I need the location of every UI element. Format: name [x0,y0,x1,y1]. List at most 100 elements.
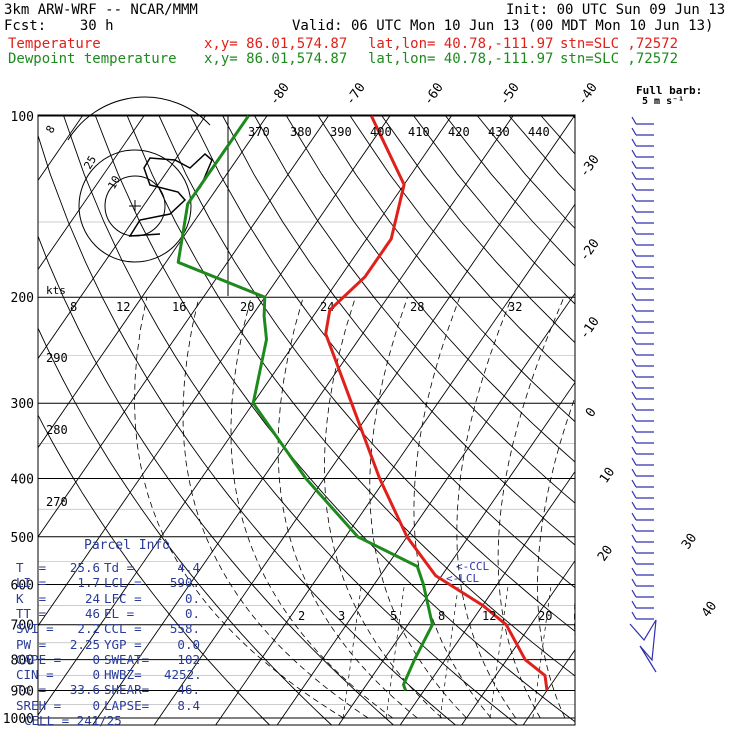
isotherm-label: -10 [577,314,603,342]
mixing-ratio-line [587,584,605,718]
parcel-info-value: 0. [184,605,200,621]
hodograph-kts-label: kts [46,284,66,297]
isotherm-line [38,115,146,271]
forecast-hour: Fcst: 30 h [4,18,114,34]
moist-adiabat-line [230,297,393,719]
wind-barb-flag [631,479,637,488]
pressure-label: 400 [11,472,34,487]
parcel-info-value: 4252. [164,667,202,683]
moist-adiabat-line [537,396,575,719]
isotherm-label: -70 [343,80,369,108]
wind-barb-flag [631,149,637,158]
parcel-info-key: K = [16,590,47,606]
parcel-info-value: 1.7 [77,575,100,591]
wind-barb-flag [631,193,637,202]
temperature-legend: Temperature [8,36,101,52]
parcel-info-row: PW = 2.25 YGP = 0.0 [16,637,236,652]
parcel-info-key: CCL = [104,621,142,637]
parcel-info-key: SHEAR= [104,682,150,698]
parcel-info-key: EL = [104,605,135,621]
mixing-ratio-line [342,584,362,719]
model-title: 3km ARW-WRF -- NCAR/MMM [4,2,198,18]
hodograph-speed-label: 20 [240,300,254,314]
mixing-ratio-line [489,584,509,719]
dry-adiabat-line [286,115,575,463]
parcel-info-key: SWEAT= [104,651,150,667]
wind-barb-flag [631,578,637,587]
dry-adiabat-line [540,115,575,155]
parcel-info-key: Td = [104,560,135,575]
wind-barb-flag [631,303,637,312]
isotherm-line [38,115,453,716]
wind-barb-flag [631,402,637,411]
wind-barb-flag [631,611,637,620]
dry-adiabat-line [38,327,333,725]
pressure-label: 100 [11,110,34,125]
isotherm-line [38,115,207,360]
theta-label: 410 [408,125,430,139]
parcel-info-row: CAPE = 0 SWEAT= 102 [16,652,236,667]
parcel-info-key: LFC = [104,590,142,606]
theta-side-label: 280 [46,423,68,437]
parcel-info-row: SVI = 2.2 CCL = 558. [16,621,236,636]
theta-label: 400 [370,125,392,139]
theta-label: 420 [448,125,470,139]
isotherm-label: 10 [597,465,618,486]
moist-adiabat-line [574,591,575,645]
moist-adiabat-line [456,297,517,719]
parcel-info-value: 24 [84,590,100,606]
parcel-info-title: Parcel Info [84,538,171,553]
wind-barb-flag [631,292,637,301]
parcel-info-row: SREH = 0 LAPSE= 8.4 [16,698,236,713]
hodograph-speed-label: 16 [172,300,186,314]
wind-barb-flag [631,468,637,477]
dry-adiabat-line [349,115,575,383]
dewpoint-latlon: lat,lon= 40.78,-111.97 [368,51,554,67]
wind-barb-flag [631,336,637,345]
wind-barb-flag [631,226,637,235]
isotherm-line [642,88,740,730]
dewpoint-legend: Dewpoint temperature [8,51,177,67]
pressure-label: 700 [11,619,34,634]
isotherm-line [461,559,575,725]
mixing-ratio-label: 5 [390,609,397,623]
wind-barb-flag [631,138,637,147]
mixing-ratio-label: 20 [538,609,552,623]
wind-barb-flag [631,325,637,334]
full-barb-label: Full barb: [636,84,702,97]
parcel-info-value: 33.6 [69,682,100,698]
isotherm-line [215,203,575,725]
dry-adiabat-line [572,115,575,119]
wind-barb-flag [631,380,637,389]
dry-adiabat-line [413,115,575,305]
dry-adiabat-line [637,116,740,731]
moist-adiabat-line [369,297,467,719]
dewpoint-station: stn=SLC ,72572 [560,51,679,67]
wind-barb-flag [631,237,637,246]
parcel-info-key: PW = [16,636,47,652]
dry-adiabat-line [63,115,519,725]
valid-time: Valid: 06 UTC Mon 10 Jun 13 (00 MDT Mon … [292,18,714,34]
moist-adiabat-line [277,297,418,719]
wind-barb-flag [631,589,637,598]
parcel-info-row: LI = 1.7 LCL = 590. [16,575,236,590]
mixing-ratio-line [439,584,459,719]
moist-adiabat-line [608,297,720,718]
mixing-ratio-label: 3 [338,609,345,623]
wind-barb-flag [631,127,637,136]
mixing-ratio-label: 2 [298,609,305,623]
ccl-marker: <-CCL [456,560,489,573]
hodograph-ring-label: 10 [105,174,123,192]
parcel-info-value: 25.6 [69,560,100,575]
dry-adiabat-line [38,134,457,725]
isotherm-label: -40 [575,80,601,108]
temperature-xy: x,y= 86.01,574.87 [204,36,348,52]
isotherm-line [38,115,392,627]
parcel-info-key: LCL = [104,575,142,591]
wind-barb-flag [631,413,637,422]
isotherm-line [581,88,740,730]
parcel-info-value: 8.4 [177,697,200,713]
wind-barb-flag [631,358,637,367]
wind-barb-flag [631,457,637,466]
